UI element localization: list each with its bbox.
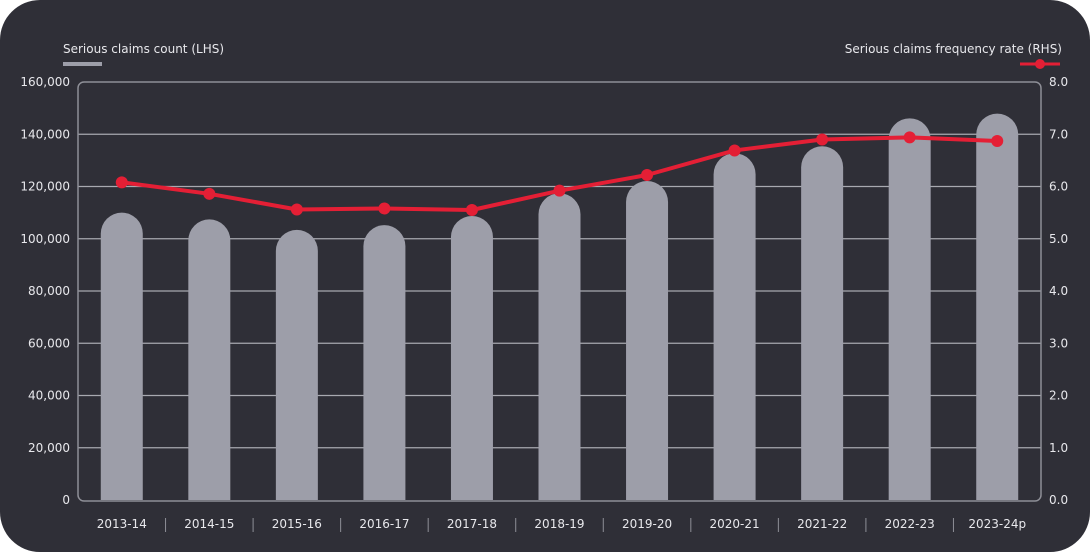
right-tick-label: 1.0 [1049, 441, 1068, 455]
x-tick-label: 2016-17 [359, 517, 409, 531]
bar-2013-14 [100, 212, 143, 500]
right-tick-label: 2.0 [1049, 389, 1068, 403]
right-tick-label: 8.0 [1049, 75, 1068, 89]
bar-2016-17 [363, 225, 406, 500]
line-point-2019-20 [641, 169, 654, 182]
plot-border [77, 81, 1042, 502]
bar-2015-16 [275, 229, 318, 501]
line-point-2015-16 [290, 203, 303, 216]
bar-2022-23 [888, 118, 931, 501]
right-tick-label: 4.0 [1049, 284, 1068, 298]
x-tick-label: 2021-22 [797, 517, 847, 531]
x-tick-label: 2019-20 [622, 517, 672, 531]
bar-2017-18 [450, 216, 493, 500]
left-tick-label: 0 [62, 493, 70, 507]
left-tick-label: 40,000 [28, 389, 70, 403]
x-tick-label: 2017-18 [447, 517, 497, 531]
x-tick-label: 2014-15 [184, 517, 234, 531]
left-tick-label: 140,000 [20, 127, 70, 141]
bar-2023-24p [976, 113, 1019, 500]
line-point-2017-18 [465, 204, 478, 217]
line-point-2023-24p [991, 135, 1004, 148]
left-tick-label: 120,000 [20, 180, 70, 194]
left-tick-label: 100,000 [20, 232, 70, 246]
left-tick-label: 80,000 [28, 284, 70, 298]
left-tick-label: 20,000 [28, 441, 70, 455]
right-tick-label: 5.0 [1049, 232, 1068, 246]
right-tick-label: 6.0 [1049, 180, 1068, 194]
line-point-2018-19 [553, 184, 566, 197]
legend-left-label: Serious claims count (LHS) [63, 42, 224, 56]
x-tick-label: 2023-24p [968, 517, 1026, 531]
bar-2014-15 [188, 219, 231, 501]
bar-2020-21 [713, 153, 756, 500]
left-tick-label: 60,000 [28, 336, 70, 350]
x-tick-label: 2020-21 [710, 517, 760, 531]
x-tick-label: 2018-19 [534, 517, 584, 531]
right-tick-label: 0.0 [1049, 493, 1068, 507]
line-point-2014-15 [203, 187, 216, 200]
legend-right-label: Serious claims frequency rate (RHS) [845, 42, 1062, 56]
bar-2021-22 [801, 146, 844, 500]
line-point-2013-14 [115, 176, 128, 189]
x-tick-label: 2015-16 [272, 517, 322, 531]
line-point-2016-17 [378, 202, 391, 215]
x-tick-label: 2013-14 [97, 517, 147, 531]
left-tick-label: 160,000 [20, 75, 70, 89]
right-tick-label: 3.0 [1049, 336, 1068, 350]
legend-bar-swatch [63, 62, 102, 66]
legend-line-marker [1035, 59, 1045, 69]
line-point-2022-23 [903, 131, 916, 144]
x-tick-label: 2022-23 [885, 517, 935, 531]
right-tick-label: 7.0 [1049, 127, 1068, 141]
bar-2018-19 [538, 193, 581, 501]
line-point-2021-22 [816, 133, 829, 146]
line-point-2020-21 [728, 144, 741, 157]
bar-2019-20 [626, 181, 669, 501]
